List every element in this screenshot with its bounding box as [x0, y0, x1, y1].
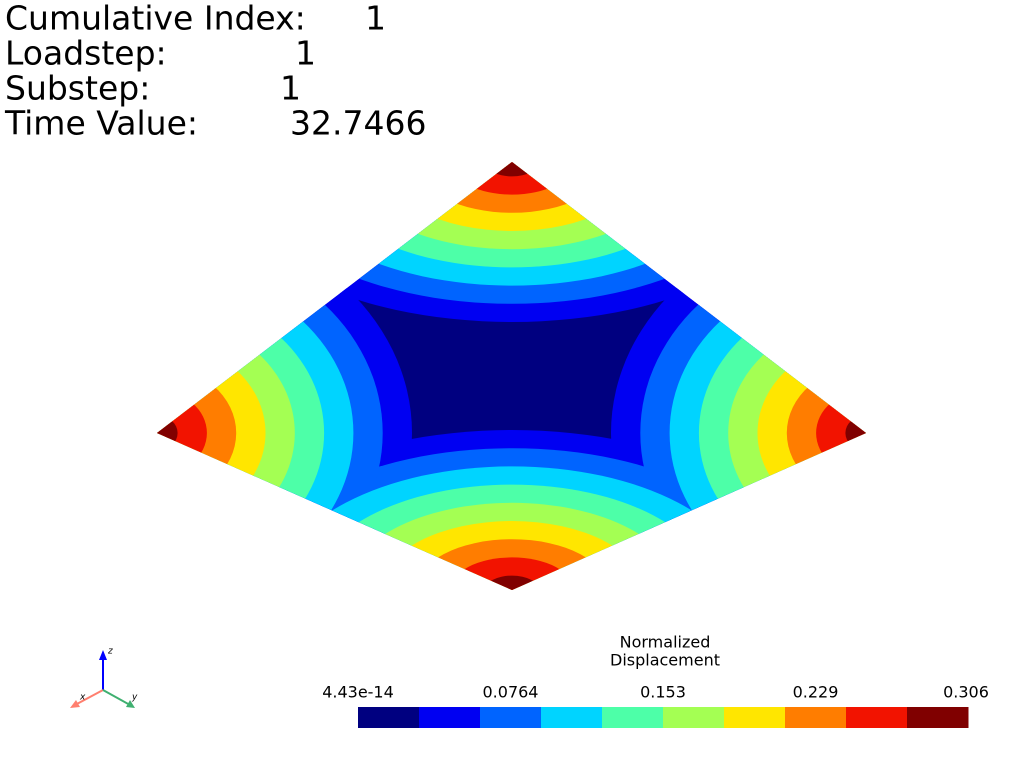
scalar-bar-tick: 0.229: [793, 683, 839, 702]
color-swatch: [358, 707, 420, 728]
x-arrow: [70, 700, 80, 708]
x-axis: [74, 689, 104, 706]
color-swatch: [480, 707, 542, 728]
contour-band: [845, 415, 866, 451]
info-value: 32.7466: [290, 104, 426, 143]
color-swatch: [419, 707, 481, 728]
color-swatch: [602, 707, 664, 728]
info-value: 1: [295, 34, 316, 73]
scalar-bar-tick: 4.43e-14: [322, 683, 394, 702]
scalar-bar-tick: 0.153: [640, 683, 686, 702]
contour-band: [484, 162, 540, 177]
info-label: Cumulative Index:: [5, 0, 306, 38]
color-swatch: [541, 707, 603, 728]
contour-band: [157, 415, 178, 451]
color-swatch: [846, 707, 908, 728]
info-label: Substep:: [5, 69, 150, 108]
contour-band: [450, 557, 574, 590]
color-swatch: [785, 707, 847, 728]
x-label: x: [79, 693, 86, 703]
scalar-bar-title: Displacement: [610, 651, 720, 670]
y-axis: [102, 689, 131, 706]
scalar-bar-title: Normalized: [620, 633, 711, 652]
info-value: 1: [365, 0, 386, 38]
color-swatch: [663, 707, 725, 728]
color-swatch: [907, 707, 969, 728]
info-label: Time Value:: [4, 104, 198, 143]
info-value: 1: [280, 69, 301, 108]
scalar-bar-tick: 0.0764: [483, 683, 539, 702]
contour-band: [415, 539, 609, 590]
y-arrow: [126, 700, 135, 708]
z-label: z: [107, 647, 113, 657]
contour-band: [484, 575, 540, 590]
axes-triad: z x y: [70, 647, 138, 708]
info-label: Loadstep:: [5, 34, 167, 73]
color-swatch: [724, 707, 786, 728]
scalar-bar-tick: 0.306: [943, 683, 989, 702]
y-label: y: [131, 693, 138, 703]
z-arrow: [99, 650, 107, 660]
